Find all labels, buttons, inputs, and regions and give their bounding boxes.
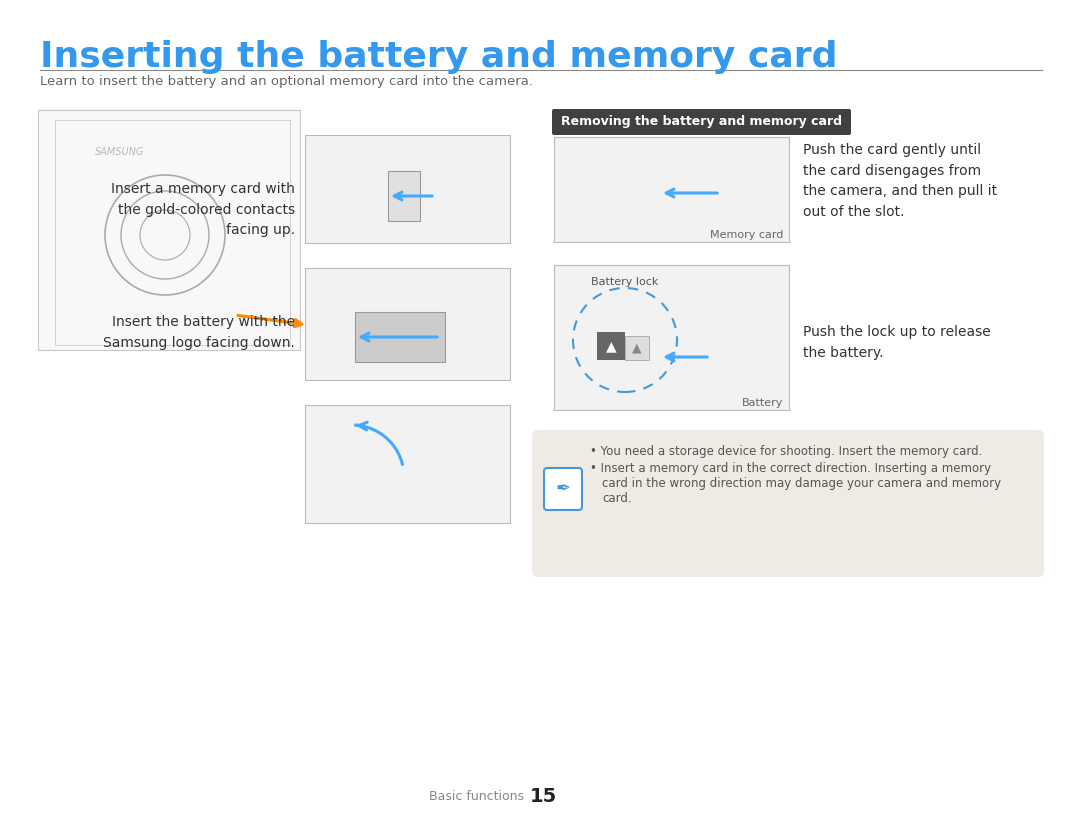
- FancyBboxPatch shape: [355, 312, 445, 362]
- Text: SAMSUNG: SAMSUNG: [95, 147, 145, 157]
- FancyBboxPatch shape: [554, 137, 789, 242]
- Text: card in the wrong direction may damage your camera and memory: card in the wrong direction may damage y…: [602, 477, 1001, 490]
- FancyBboxPatch shape: [305, 135, 510, 243]
- Text: Removing the battery and memory card: Removing the battery and memory card: [561, 116, 842, 129]
- FancyBboxPatch shape: [625, 336, 649, 360]
- FancyBboxPatch shape: [38, 110, 300, 350]
- Text: Learn to insert the battery and an optional memory card into the camera.: Learn to insert the battery and an optio…: [40, 75, 534, 88]
- FancyBboxPatch shape: [305, 405, 510, 523]
- Text: 15: 15: [530, 787, 557, 807]
- Text: Battery: Battery: [742, 398, 783, 408]
- Text: ✒: ✒: [555, 480, 570, 498]
- Text: Inserting the battery and memory card: Inserting the battery and memory card: [40, 40, 837, 74]
- Text: Basic functions: Basic functions: [429, 791, 524, 804]
- Text: Push the card gently until
the card disengages from
the camera, and then pull it: Push the card gently until the card dise…: [804, 143, 997, 218]
- Text: ▲: ▲: [606, 339, 617, 353]
- Text: Insert the battery with the
Samsung logo facing down.: Insert the battery with the Samsung logo…: [103, 315, 295, 350]
- FancyBboxPatch shape: [544, 468, 582, 510]
- FancyBboxPatch shape: [388, 171, 420, 221]
- FancyBboxPatch shape: [552, 109, 851, 135]
- Text: Memory card: Memory card: [710, 230, 783, 240]
- Text: Battery lock: Battery lock: [592, 277, 659, 287]
- Text: • You need a storage device for shooting. Insert the memory card.: • You need a storage device for shooting…: [590, 445, 983, 458]
- Text: ▲: ▲: [632, 341, 642, 355]
- FancyBboxPatch shape: [305, 268, 510, 380]
- Text: Insert a memory card with
the gold-colored contacts
facing up.: Insert a memory card with the gold-color…: [111, 182, 295, 237]
- FancyBboxPatch shape: [597, 332, 625, 360]
- Text: • Insert a memory card in the correct direction. Inserting a memory: • Insert a memory card in the correct di…: [590, 462, 991, 475]
- Text: Push the lock up to release
the battery.: Push the lock up to release the battery.: [804, 325, 990, 359]
- FancyBboxPatch shape: [532, 430, 1044, 577]
- FancyBboxPatch shape: [554, 265, 789, 410]
- Text: card.: card.: [602, 492, 632, 505]
